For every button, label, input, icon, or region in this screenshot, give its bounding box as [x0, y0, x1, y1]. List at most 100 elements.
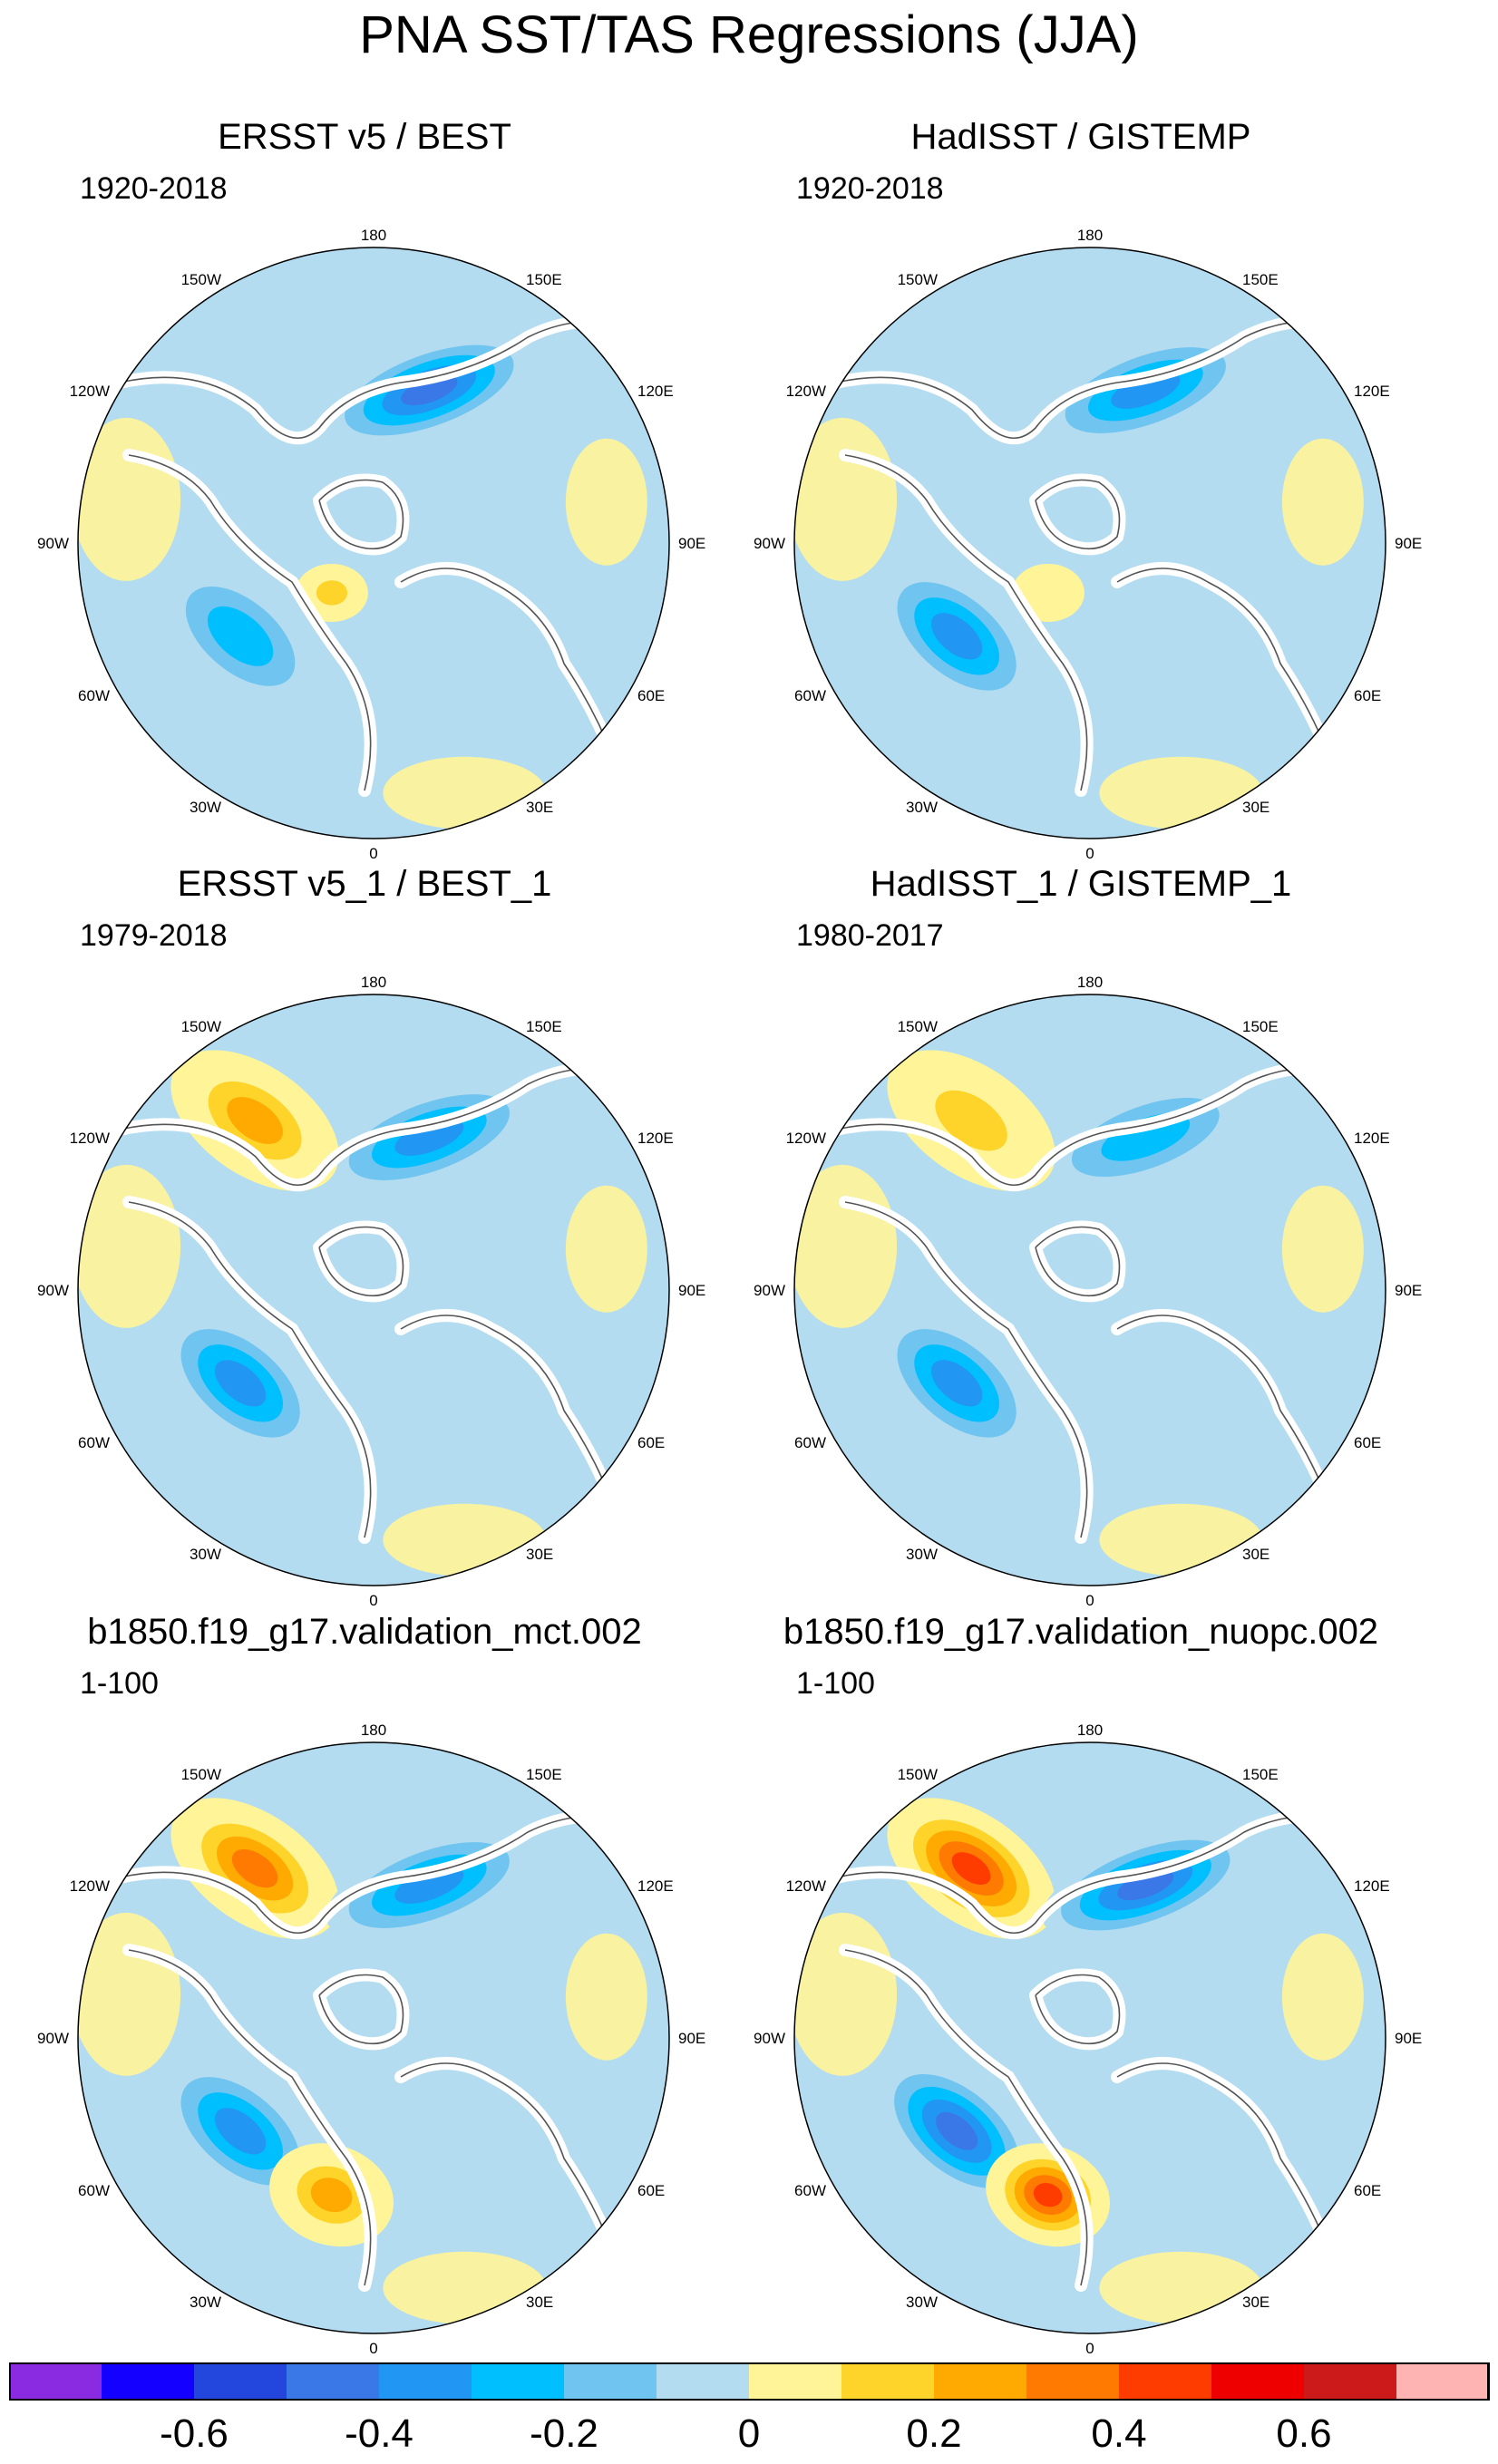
longitude-label: 120W	[70, 383, 110, 400]
longitude-label: 60W	[78, 1434, 110, 1451]
longitude-label: 120W	[786, 1877, 826, 1895]
coastline	[128, 454, 372, 791]
map-panel: b1850.f19_g17.validation_nuopc.002 1-100 1…	[736, 1609, 1425, 2357]
coastline	[400, 1314, 619, 1520]
north-atlantic-negative-center	[931, 1360, 983, 1407]
longitude-label: 90E	[678, 535, 705, 552]
longitude-label: 120E	[637, 383, 674, 400]
longitude-label: 180	[361, 1722, 386, 1739]
panel-period: 1-100	[796, 1666, 875, 1701]
longitude-label: 120E	[1354, 1877, 1390, 1895]
longitude-label: 0	[369, 1592, 377, 1609]
coastline	[1116, 1314, 1336, 1520]
longitude-label: 60E	[637, 687, 665, 704]
weak-positive-area	[1099, 1503, 1263, 1576]
longitude-label: 30E	[1242, 1546, 1269, 1563]
panel-title: b1850.f19_g17.validation_nuopc.002	[783, 1612, 1379, 1652]
longitude-label: 120W	[786, 383, 826, 400]
coastline	[835, 1815, 1363, 1934]
map-boundary	[793, 247, 1386, 839]
longitude-label: 90E	[1395, 2030, 1422, 2047]
coastline	[1116, 2062, 1336, 2268]
longitude-label: 90E	[1395, 535, 1422, 552]
colorbar-tick-label: -0.4	[345, 2411, 413, 2456]
colorbar-cell	[1211, 2362, 1305, 2401]
longitude-label: 180	[1077, 974, 1103, 991]
longitude-label: 30W	[190, 2294, 221, 2311]
colorbar-cell	[1026, 2362, 1120, 2401]
coastline	[119, 1067, 647, 1186]
longitude-label: 150W	[181, 271, 221, 288]
north-pacific-positive-center	[227, 1097, 283, 1144]
colorbar-cell	[749, 2362, 842, 2401]
north-pacific-positive-center	[935, 1090, 1007, 1151]
longitude-label: 0	[1085, 2340, 1094, 2357]
coastline	[844, 454, 1088, 791]
longitude-label: 0	[1085, 845, 1094, 862]
colorbar-cell	[1119, 2362, 1212, 2401]
weak-positive-area	[1281, 438, 1364, 566]
panel-period: 1980-2017	[796, 918, 944, 953]
longitude-label: 60E	[1354, 1434, 1381, 1451]
longitude-label: 30E	[1242, 799, 1269, 816]
longitude-label: 150E	[526, 1766, 562, 1783]
coastline	[835, 1067, 1363, 1186]
coastline	[1035, 479, 1121, 550]
polar-stereographic-map: 180 150E 120E 90E 60E 30E 0 30W 60W 90W 120W 150W	[37, 227, 705, 862]
colorbar-cell	[379, 2362, 472, 2401]
colorbar-cell	[287, 2362, 380, 2401]
longitude-label: 120W	[70, 1130, 110, 1147]
north-pacific-negative-center	[401, 374, 458, 406]
polar-stereographic-map: 180 150E 120E 90E 60E 30E 0 30W 60W 90W 120W 150W	[754, 227, 1422, 862]
longitude-label: 90W	[754, 2030, 785, 2047]
longitude-label: 60W	[794, 1434, 826, 1451]
longitude-label: 150E	[526, 1018, 562, 1035]
colorbar-cell	[564, 2362, 657, 2401]
north-pacific-negative-center	[394, 1867, 464, 1904]
polar-stereographic-map: 180 150E 120E 90E 60E 30E 0 30W 60W 90W 120W 150W	[754, 1722, 1422, 2357]
polar-stereographic-map: 180 150E 120E 90E 60E 30E 0 30W 60W 90W 120W 150W	[37, 1722, 705, 2357]
north-atlantic-negative-center	[215, 1360, 267, 1407]
weak-positive-area	[383, 1503, 547, 1576]
colorbar-tick-label: 0	[737, 2411, 761, 2456]
coastline	[128, 1949, 372, 2286]
longitude-label: 60E	[637, 2182, 665, 2199]
panel-title: b1850.f19_g17.validation_mct.002	[87, 1612, 642, 1652]
map-panel: HadISST_1 / GISTEMP_1 1980-2017 180 150E 120…	[736, 861, 1425, 1609]
colorbar-cell	[102, 2362, 195, 2401]
polar-stereographic-map: 180 150E 120E 90E 60E 30E 0 30W 60W 90W 120W 150W	[754, 974, 1422, 1609]
north-atlantic-negative-center	[215, 2108, 267, 2155]
longitude-label: 60E	[1354, 687, 1381, 704]
panel-period: 1920-2018	[796, 171, 944, 206]
map-boundary	[793, 1741, 1386, 2334]
north-atlantic-positive-center	[310, 2178, 353, 2213]
colorbar-cell	[657, 2362, 750, 2401]
coastline	[318, 1974, 404, 2045]
panel-title: HadISST / GISTEMP	[910, 117, 1251, 157]
colorbar-tick-label: -0.2	[530, 2411, 598, 2456]
north-atlantic-negative-center	[207, 606, 274, 666]
longitude-label: 60W	[78, 687, 110, 704]
weak-positive-area	[78, 1164, 181, 1328]
longitude-label: 150W	[898, 1018, 938, 1035]
longitude-label: 150E	[1242, 1766, 1279, 1783]
colorbar-tick-label: 0.2	[906, 2411, 962, 2456]
colorbar-cell	[934, 2362, 1027, 2401]
longitude-label: 90W	[754, 1282, 785, 1299]
map-panel: HadISST / GISTEMP 1920-2018 180 150E 120E 90E…	[736, 114, 1425, 862]
longitude-label: 60W	[78, 2182, 110, 2199]
north-atlantic-negative-center	[931, 613, 983, 660]
longitude-label: 30W	[906, 799, 938, 816]
weak-positive-area	[1281, 1933, 1364, 2061]
longitude-label: 120W	[70, 1877, 110, 1895]
map-panel: ERSST v5_1 / BEST_1 1979-2018 180 150E 120E 9…	[20, 861, 709, 1609]
longitude-label: 0	[1085, 1592, 1094, 1609]
weak-positive-area	[383, 756, 547, 829]
longitude-label: 60E	[637, 1434, 665, 1451]
longitude-label: 30W	[190, 1546, 221, 1563]
weak-positive-area	[565, 1185, 647, 1313]
longitude-label: 0	[369, 845, 377, 862]
weak-positive-area	[1099, 756, 1263, 829]
north-atlantic-positive-center	[1033, 2183, 1063, 2207]
longitude-label: 30E	[1242, 2294, 1269, 2311]
